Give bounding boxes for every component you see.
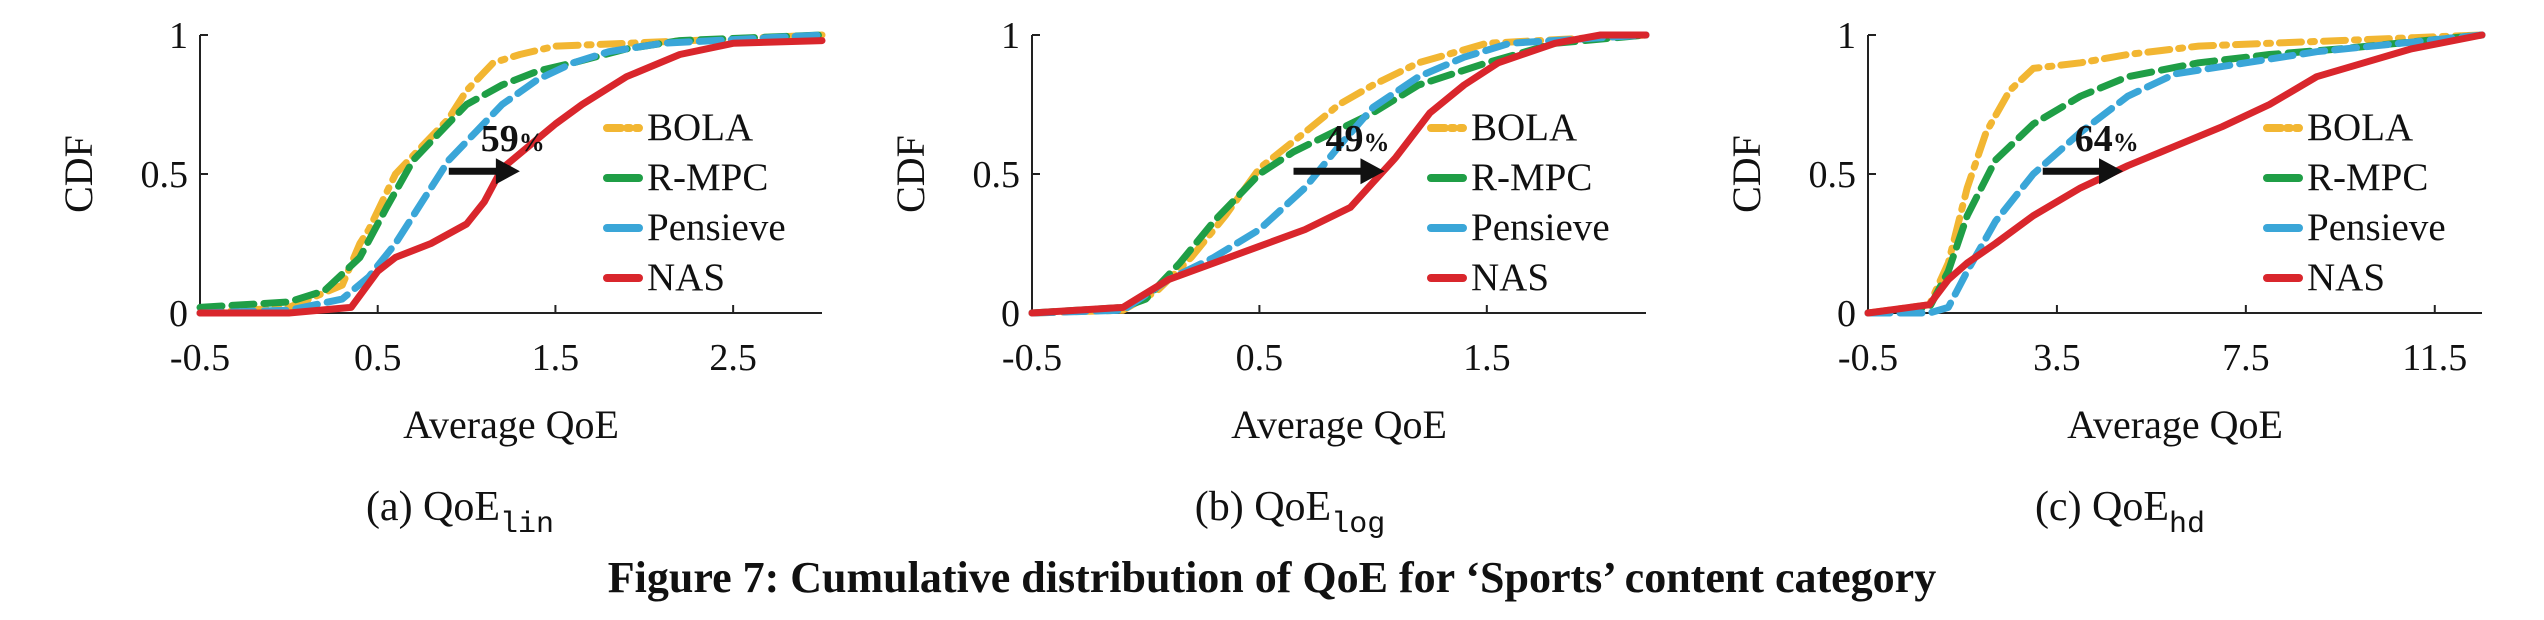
y-tick-label: 1 bbox=[1837, 15, 1856, 57]
x-tick-label: 0.5 bbox=[1236, 337, 1284, 379]
y-axis-title: CDF bbox=[56, 135, 101, 213]
x-tick-label: 3.5 bbox=[2033, 337, 2081, 379]
y-axis-title: CDF bbox=[888, 135, 933, 213]
legend-label-bola: BOLA bbox=[2307, 106, 2413, 149]
annotation-arrow-head bbox=[495, 158, 520, 185]
y-tick-label: 0.5 bbox=[973, 154, 1021, 196]
x-tick-label: 1.5 bbox=[1463, 337, 1511, 379]
subcaption: (b) QoElog bbox=[1195, 484, 1385, 542]
annotation-label: 49% bbox=[1326, 118, 1390, 160]
x-tick-label: 11.5 bbox=[2402, 337, 2467, 379]
annotation-arrow-head bbox=[1360, 158, 1385, 185]
y-tick-label: 0 bbox=[1001, 293, 1020, 335]
legend-label-nas: NAS bbox=[2307, 256, 2385, 299]
subcaption-subscript: log bbox=[1331, 508, 1385, 542]
annotation-unit: % bbox=[519, 128, 545, 157]
x-axis-title: Average QoE bbox=[2067, 402, 2283, 447]
subcaption: (a) QoElin bbox=[366, 484, 554, 542]
series-line-pensieve bbox=[1864, 31, 2486, 317]
x-tick-label: 2.5 bbox=[709, 337, 757, 379]
x-axis-title: Average QoE bbox=[1231, 402, 1447, 447]
y-tick-label: 1 bbox=[169, 15, 188, 57]
annotation-label: 64% bbox=[2075, 118, 2139, 160]
legend-label-nas: NAS bbox=[1471, 256, 1549, 299]
series-line-rmpc bbox=[1864, 31, 2486, 317]
x-tick-label: 1.5 bbox=[532, 337, 580, 379]
y-tick-label: 0.5 bbox=[141, 154, 189, 196]
x-tick-label: -0.5 bbox=[170, 337, 230, 379]
legend-label-rmpc: R-MPC bbox=[1471, 156, 1592, 199]
legend-label-pensieve: Pensieve bbox=[647, 206, 786, 249]
x-tick-label: -0.5 bbox=[1838, 337, 1898, 379]
legend-label-pensieve: Pensieve bbox=[2307, 206, 2446, 249]
chart-panel-3: 0 0.5 1 -0.5 3.5 7.5 11.5 CDF Average QoE 64% BOLA… bbox=[1724, 15, 2486, 542]
figure-caption: Figure 7: Cumulative distribution of QoE… bbox=[608, 553, 1936, 602]
y-tick-label: 0.5 bbox=[1809, 154, 1857, 196]
x-tick-label: 0.5 bbox=[354, 337, 402, 379]
series-line-nas bbox=[196, 37, 826, 317]
legend-label-pensieve: Pensieve bbox=[1471, 206, 1610, 249]
subcaption-subscript: hd bbox=[2169, 508, 2205, 542]
legend-label-rmpc: R-MPC bbox=[647, 156, 768, 199]
series-line-pensieve bbox=[196, 31, 826, 317]
subcaption-subscript: lin bbox=[500, 508, 554, 542]
chart-panel-2: 0 0.5 1 -0.5 0.5 1.5 CDF Average QoE 49% BOLA R-MP… bbox=[888, 15, 1650, 542]
y-axis-title: CDF bbox=[1724, 135, 1769, 213]
annotation-label: 59% bbox=[481, 118, 545, 160]
series-line-nas bbox=[1028, 31, 1650, 317]
subcaption: (c) QoEhd bbox=[2035, 484, 2205, 542]
x-axis-title: Average QoE bbox=[403, 402, 619, 447]
legend-label-rmpc: R-MPC bbox=[2307, 156, 2428, 199]
annotation-arrow-head bbox=[2099, 158, 2124, 185]
y-tick-label: 0 bbox=[1837, 293, 1856, 335]
series-line-nas bbox=[1864, 31, 2486, 317]
legend-label-bola: BOLA bbox=[1471, 106, 1577, 149]
annotation-unit: % bbox=[1364, 128, 1390, 157]
legend-label-bola: BOLA bbox=[647, 106, 753, 149]
chart-panel-1: 0 0.5 1 -0.5 0.5 1.5 2.5 CDF Average QoE 59% BOLA R… bbox=[56, 15, 826, 542]
x-tick-label: -0.5 bbox=[1002, 337, 1062, 379]
legend-label-nas: NAS bbox=[647, 256, 725, 299]
y-tick-label: 1 bbox=[1001, 15, 1020, 57]
x-tick-label: 7.5 bbox=[2222, 337, 2270, 379]
annotation-unit: % bbox=[2113, 128, 2139, 157]
y-tick-label: 0 bbox=[169, 293, 188, 335]
